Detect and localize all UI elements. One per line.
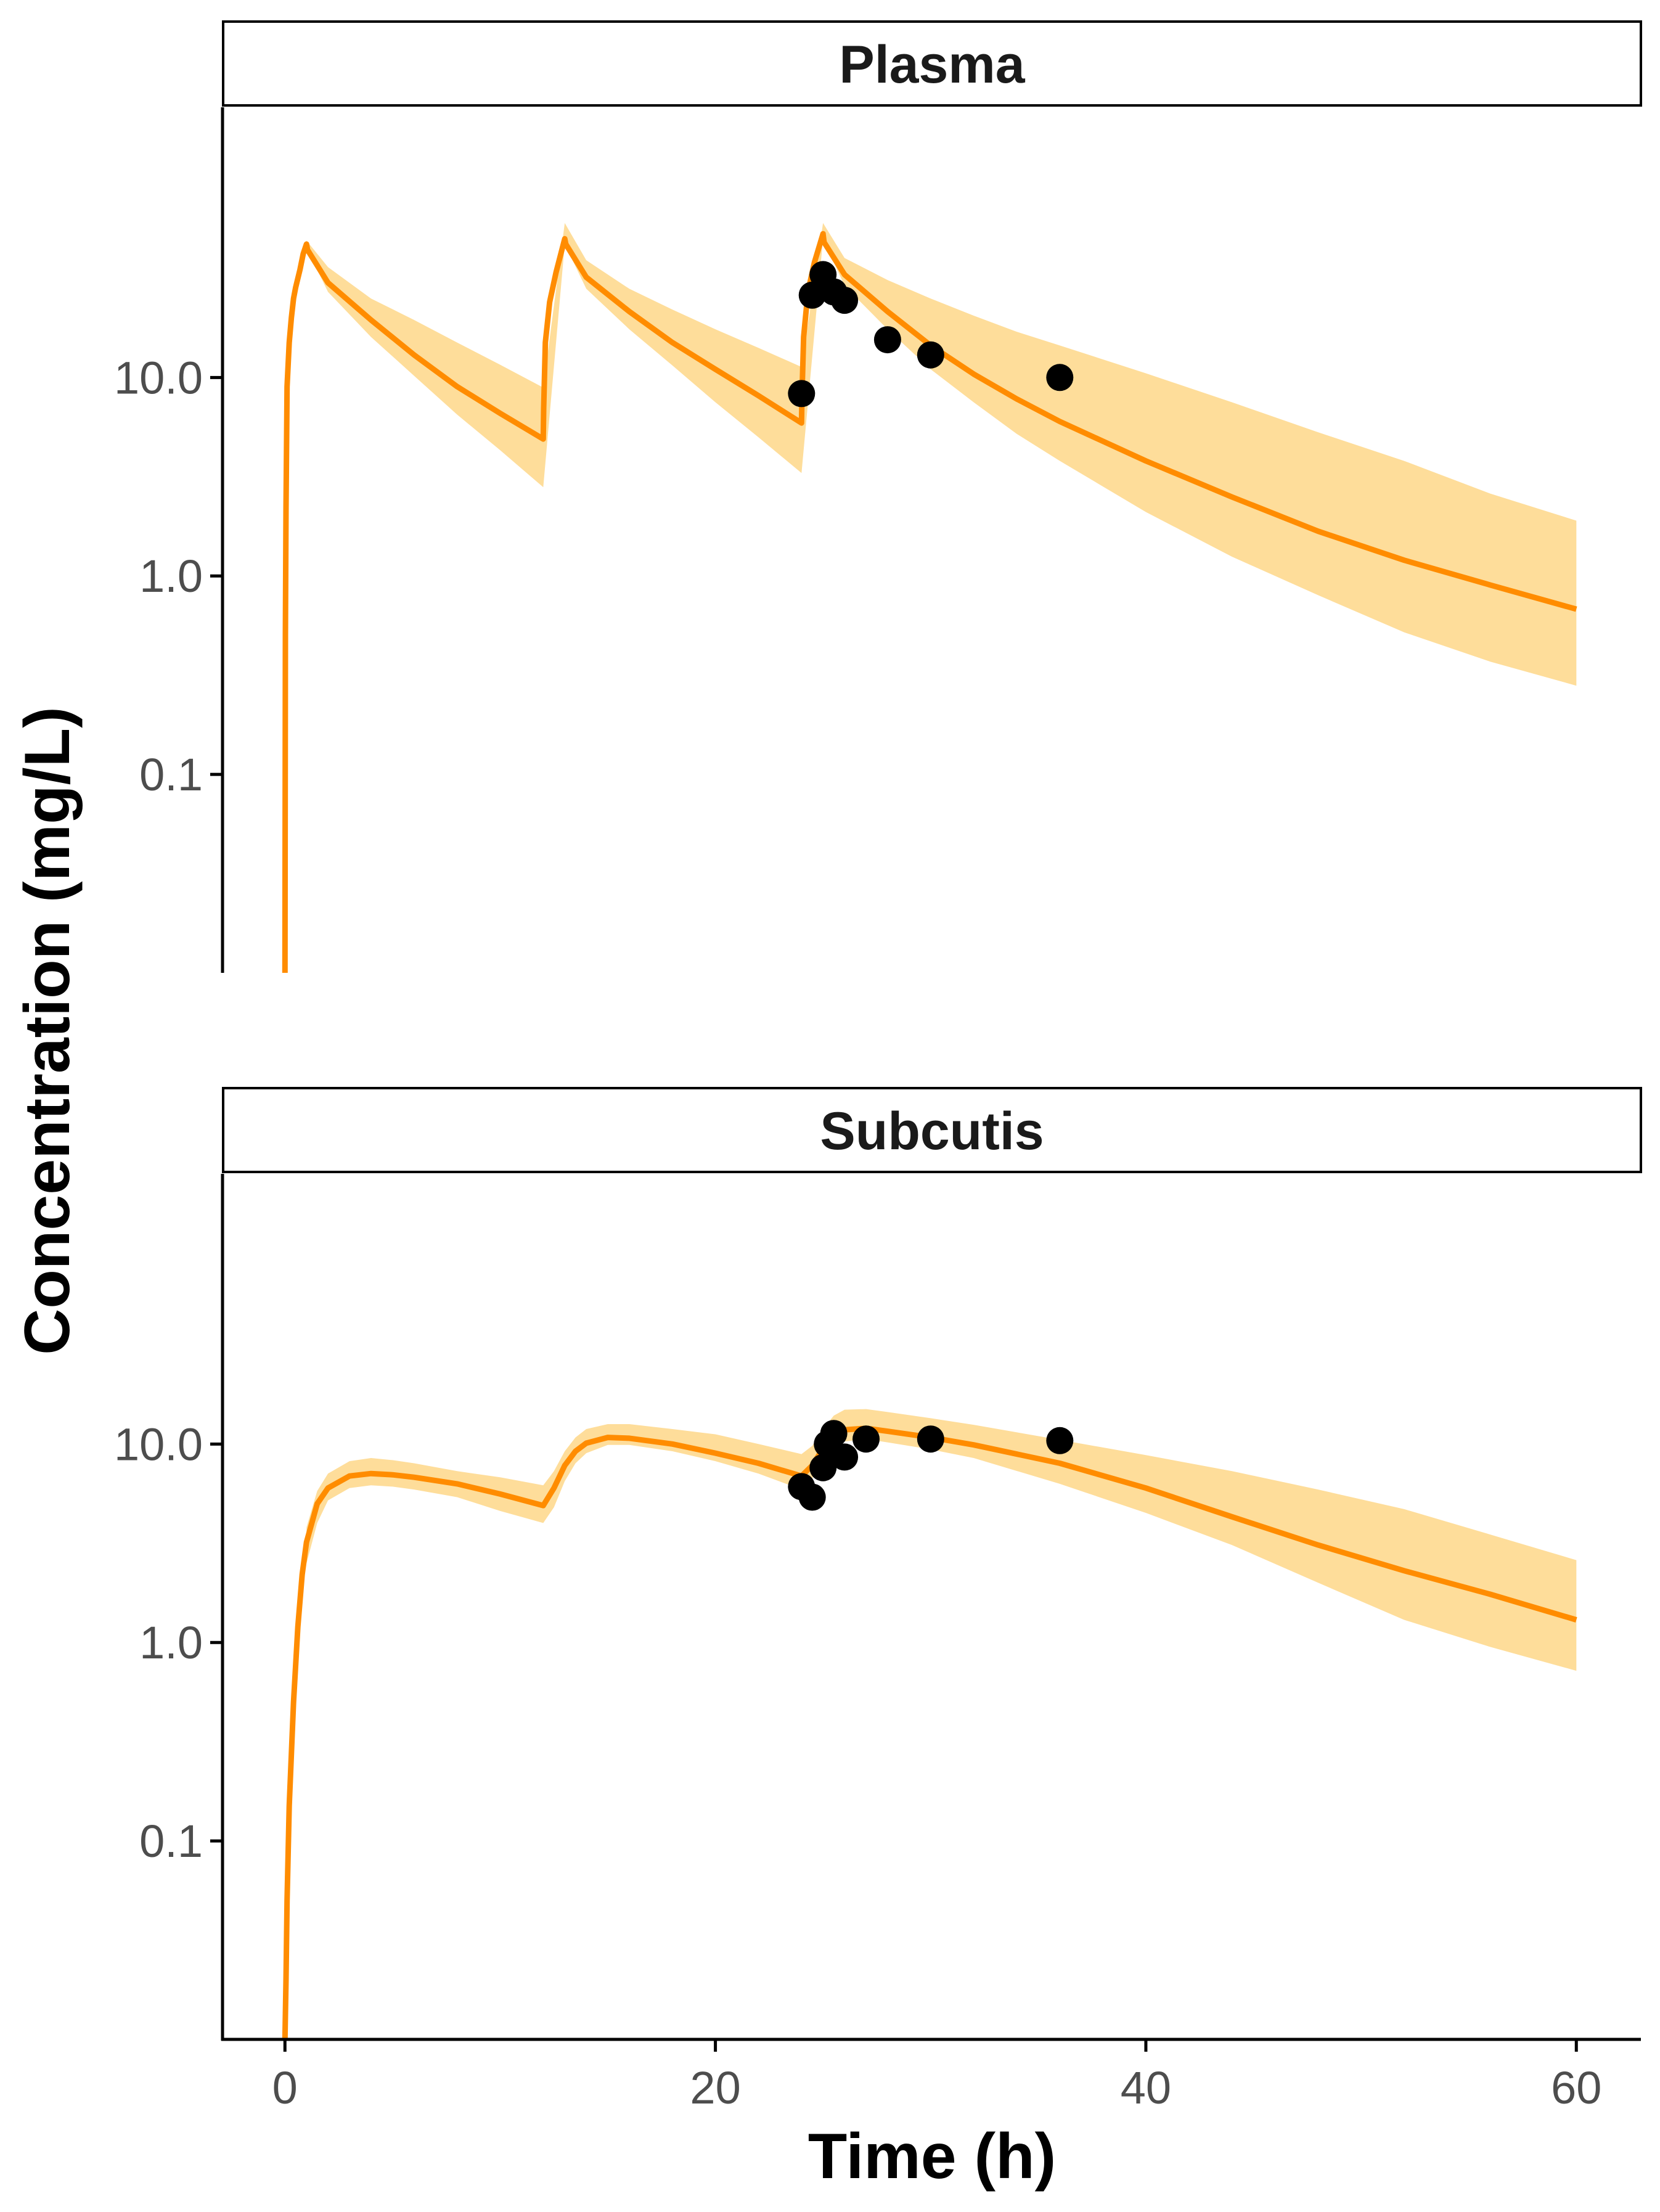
- subcutis-observed-point: [852, 1425, 880, 1453]
- plasma-observed-point: [798, 281, 826, 309]
- plasma-strip-title: Plasma: [839, 35, 1025, 94]
- subcutis-panel: Subcutis 0.1 1.0 10.0 0 20 40 60: [114, 1087, 1642, 2113]
- subcutis-y-tick-label: 1.0: [139, 1617, 203, 1668]
- plasma-panel: Plasma 0.1 1.0 10.0: [114, 20, 1642, 973]
- subcutis-observed-point: [831, 1443, 859, 1471]
- subcutis-prediction-ribbon: [306, 1409, 1577, 1671]
- plasma-median-line: [282, 231, 1577, 973]
- plasma-observed-point: [788, 380, 816, 408]
- subcutis-observed-point: [1046, 1427, 1074, 1454]
- plasma-observed-point: [917, 341, 944, 369]
- x-tick-label: 0: [272, 2062, 298, 2113]
- y-axis-title: Concentration (mg/L): [12, 707, 83, 1354]
- subcutis-observed-point: [820, 1420, 848, 1448]
- subcutis-observed-point: [809, 1454, 837, 1481]
- subcutis-y-tick-label: 0.1: [139, 1816, 203, 1867]
- plasma-observed-point: [831, 287, 859, 314]
- x-tick-label: 40: [1121, 2062, 1171, 2113]
- plasma-prediction-ribbon: [306, 223, 1577, 686]
- plasma-y-tick-label: 0.1: [139, 749, 203, 800]
- subcutis-y-tick-label: 10.0: [114, 1419, 203, 1470]
- subcutis-median-line: [282, 1425, 1577, 2040]
- plasma-strip: [222, 20, 1642, 107]
- subcutis-strip-title: Subcutis: [820, 1102, 1044, 1161]
- x-axis-title: Time (h): [808, 2121, 1057, 2192]
- plasma-y-tick-label: 10.0: [114, 352, 203, 403]
- plasma-observed-point: [873, 326, 901, 354]
- subcutis-observed-point: [798, 1483, 826, 1511]
- plasma-observed-point: [1046, 364, 1074, 391]
- subcutis-observed-point: [917, 1425, 944, 1453]
- subcutis-strip: [222, 1087, 1642, 1173]
- x-tick-label: 20: [690, 2062, 740, 2113]
- plasma-y-tick-label: 1.0: [139, 551, 203, 602]
- x-tick-label: 60: [1551, 2062, 1601, 2113]
